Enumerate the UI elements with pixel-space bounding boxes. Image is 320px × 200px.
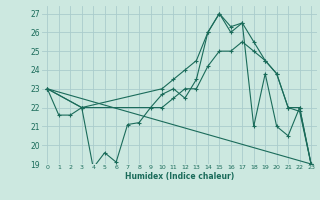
X-axis label: Humidex (Indice chaleur): Humidex (Indice chaleur) xyxy=(124,172,234,181)
